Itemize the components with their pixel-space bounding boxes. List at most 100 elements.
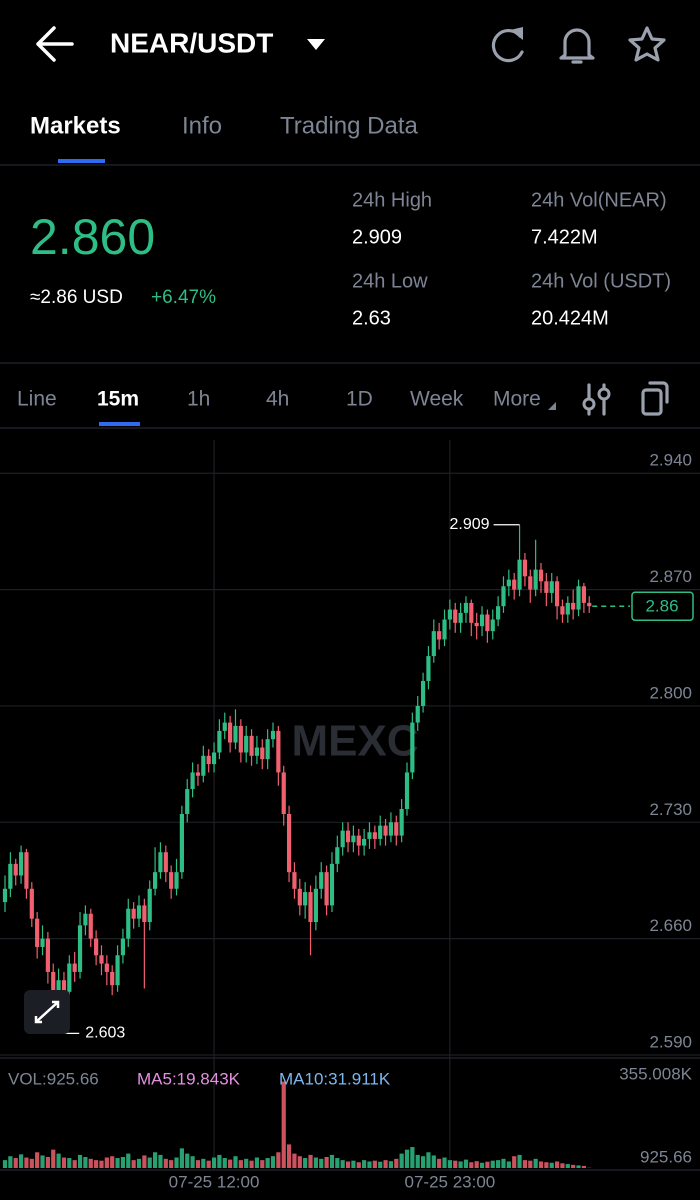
volume-bar xyxy=(528,1160,533,1168)
volume-bar xyxy=(426,1152,431,1168)
volume-bar xyxy=(185,1153,190,1168)
candle-body xyxy=(18,852,24,876)
volume-bar xyxy=(501,1158,506,1168)
volume-bar xyxy=(179,1148,184,1168)
timeframe[interactable]: 1D xyxy=(346,388,373,411)
candle-body xyxy=(195,772,201,776)
candle-body xyxy=(335,847,340,864)
timeframe[interactable]: Line xyxy=(17,388,57,411)
candle-body xyxy=(211,752,217,765)
candle-body xyxy=(169,872,174,889)
volume-bar xyxy=(67,1158,72,1168)
volume-bar xyxy=(45,1156,50,1168)
volume-bar xyxy=(174,1157,179,1168)
refresh-icon xyxy=(491,28,524,63)
timeframe-more[interactable]: More xyxy=(493,388,541,411)
candle-body xyxy=(308,892,313,923)
volume-bar xyxy=(120,1156,126,1168)
timeframe-indicator xyxy=(99,422,140,426)
candle-body xyxy=(217,730,222,753)
volume-bar xyxy=(297,1156,302,1168)
back-button[interactable] xyxy=(36,26,74,62)
candle-body xyxy=(442,619,447,640)
candle-body xyxy=(254,747,260,756)
last-price-tag xyxy=(631,591,694,621)
stat-label: 24h High xyxy=(352,189,432,211)
volume-bar xyxy=(313,1157,318,1168)
volume-bar xyxy=(372,1160,377,1168)
candle-body xyxy=(367,832,372,839)
candle-body xyxy=(260,747,265,760)
y-tick-label: 2.730 xyxy=(649,800,692,819)
fullscreen-button[interactable] xyxy=(24,990,70,1034)
candle-body xyxy=(356,835,361,846)
rotate-screen[interactable] xyxy=(641,381,669,416)
volume-bar xyxy=(522,1160,528,1168)
refresh-button[interactable] xyxy=(491,27,524,63)
candle-body xyxy=(222,722,227,731)
candle-body xyxy=(185,789,190,814)
volume-bar xyxy=(340,1160,345,1168)
volume-tick-label: 355.008K xyxy=(619,1064,692,1083)
candle-body xyxy=(13,863,18,876)
volume-bar xyxy=(437,1158,442,1168)
volume-bar xyxy=(249,1160,254,1168)
candle-body xyxy=(469,602,474,623)
tab-trading-data[interactable]: Trading Data xyxy=(280,112,419,139)
volume-bar xyxy=(458,1161,463,1168)
candle-body xyxy=(136,905,142,919)
volume-bar xyxy=(479,1162,485,1168)
tab-info[interactable]: Info xyxy=(182,112,222,139)
candle-body xyxy=(152,872,158,889)
candle-body xyxy=(394,822,399,836)
extreme-label: 2.909 xyxy=(450,516,490,533)
candle-body xyxy=(554,581,560,607)
candle-body xyxy=(340,830,345,848)
indicator-settings[interactable] xyxy=(582,383,611,416)
candle-body xyxy=(506,579,511,587)
alert-button[interactable] xyxy=(559,28,595,64)
volume-bar xyxy=(254,1157,260,1168)
candle-body xyxy=(362,838,367,846)
candle-body xyxy=(431,631,436,657)
volume-bar xyxy=(77,1154,83,1168)
stat-value: 2.909 xyxy=(352,226,402,248)
timeframe-active[interactable]: 15m xyxy=(97,388,139,411)
timeframe[interactable]: 4h xyxy=(266,388,289,411)
candle-body xyxy=(437,631,442,640)
candle-body xyxy=(77,925,83,972)
volume-bar xyxy=(362,1160,367,1168)
candle-body xyxy=(329,863,335,906)
pair-dropdown[interactable] xyxy=(307,39,325,50)
volume-legend: MA10:31.911K xyxy=(279,1069,391,1088)
volume-bar xyxy=(88,1158,93,1168)
volume-bar xyxy=(18,1154,24,1168)
candle-body xyxy=(270,730,276,740)
pair-title[interactable]: NEAR/USDT xyxy=(110,27,273,58)
timeframe[interactable]: 1h xyxy=(187,388,210,411)
volume-bar xyxy=(571,1164,576,1168)
candle-body xyxy=(292,872,297,889)
y-tick-label: 2.940 xyxy=(649,451,692,470)
candle-body xyxy=(201,755,206,776)
candle-body xyxy=(458,612,463,623)
y-tick-label: 2.660 xyxy=(649,916,692,935)
candle-body xyxy=(549,581,554,593)
candle-body xyxy=(303,892,308,906)
volume-tick-label: 925.66 xyxy=(640,1147,692,1166)
favorite-star[interactable] xyxy=(628,26,666,62)
candle-body xyxy=(517,559,522,590)
volume-bar xyxy=(506,1161,511,1168)
x-tick-label: 07-25 12:00 xyxy=(169,1172,260,1191)
y-tick-label: 2.870 xyxy=(649,567,692,586)
volume-bar xyxy=(415,1154,420,1168)
tab-markets[interactable]: Markets xyxy=(30,112,121,139)
candle-body xyxy=(313,888,318,923)
extreme-label: 2.603 xyxy=(85,1025,125,1042)
candle-body xyxy=(45,938,50,972)
timeframe[interactable]: Week xyxy=(410,388,464,411)
candle-body xyxy=(565,602,570,615)
candle-body xyxy=(415,705,420,723)
candle-body xyxy=(587,602,592,607)
volume-bar xyxy=(190,1156,195,1168)
